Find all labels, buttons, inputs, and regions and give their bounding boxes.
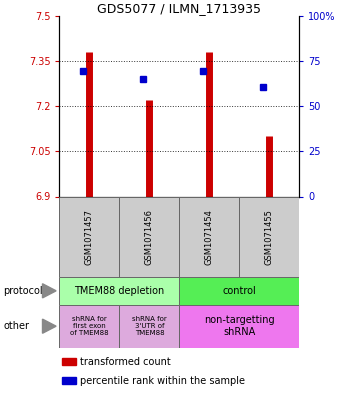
- FancyBboxPatch shape: [239, 196, 299, 277]
- Title: GDS5077 / ILMN_1713935: GDS5077 / ILMN_1713935: [97, 2, 261, 15]
- Bar: [63, 377, 76, 384]
- Text: GSM1071457: GSM1071457: [85, 209, 94, 265]
- Text: other: other: [3, 321, 29, 331]
- Text: GSM1071455: GSM1071455: [265, 209, 274, 265]
- Text: TMEM88 depletion: TMEM88 depletion: [74, 286, 165, 296]
- Text: control: control: [222, 286, 256, 296]
- Text: GSM1071454: GSM1071454: [205, 209, 214, 265]
- Text: transformed count: transformed count: [81, 356, 171, 367]
- FancyBboxPatch shape: [180, 305, 299, 348]
- FancyBboxPatch shape: [180, 196, 239, 277]
- FancyBboxPatch shape: [180, 277, 299, 305]
- Text: GSM1071456: GSM1071456: [145, 209, 154, 265]
- Text: non-targetting
shRNA: non-targetting shRNA: [204, 316, 275, 337]
- Text: percentile rank within the sample: percentile rank within the sample: [81, 376, 245, 386]
- FancyBboxPatch shape: [59, 277, 180, 305]
- FancyBboxPatch shape: [119, 305, 180, 348]
- Text: protocol: protocol: [3, 286, 43, 296]
- FancyBboxPatch shape: [119, 196, 180, 277]
- Text: shRNA for
3'UTR of
TMEM88: shRNA for 3'UTR of TMEM88: [132, 316, 167, 336]
- FancyBboxPatch shape: [59, 196, 119, 277]
- Text: shRNA for
first exon
of TMEM88: shRNA for first exon of TMEM88: [70, 316, 109, 336]
- FancyBboxPatch shape: [59, 305, 119, 348]
- Bar: [63, 358, 76, 365]
